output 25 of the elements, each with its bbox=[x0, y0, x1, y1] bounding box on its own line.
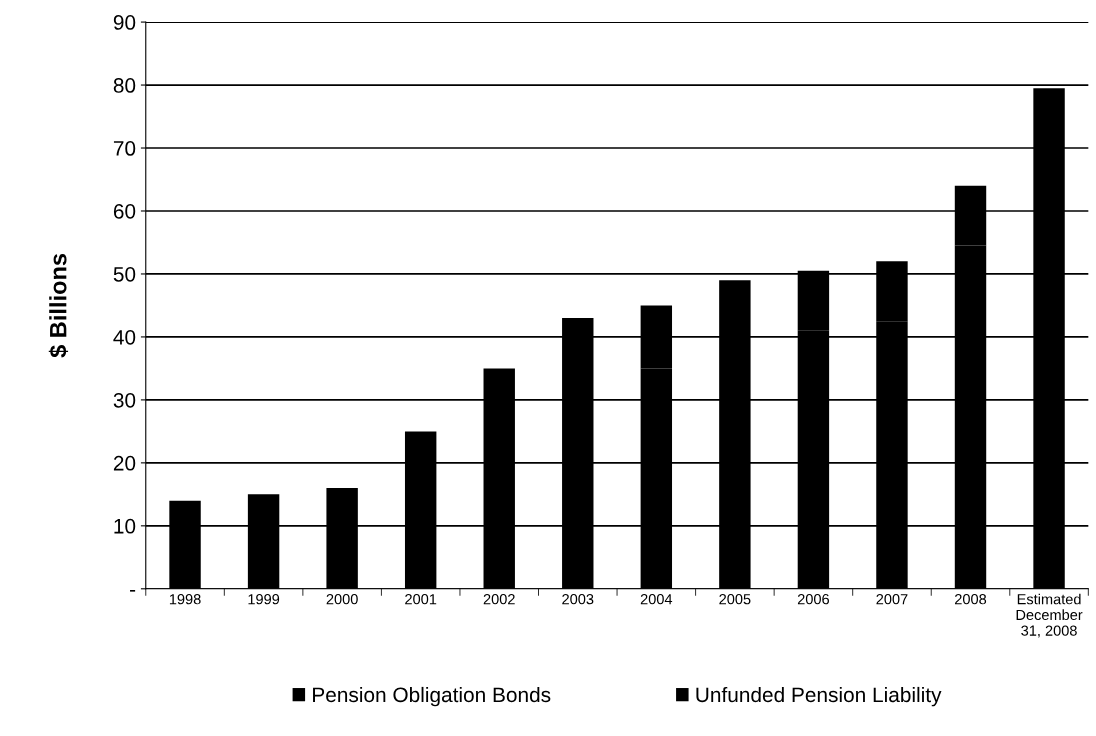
x-tick-label: 2008 bbox=[955, 594, 987, 605]
x-tick-label: 2003 bbox=[562, 594, 594, 605]
y-tick-label: 90 bbox=[113, 15, 136, 30]
y-tick-label: 60 bbox=[113, 203, 136, 219]
x-tick-label: 1998 bbox=[169, 594, 201, 605]
x-tick-label: 2002 bbox=[483, 594, 515, 605]
y-tick-label: 30 bbox=[113, 392, 136, 408]
y-tick-label: - bbox=[130, 590, 136, 592]
y-tick-label: 70 bbox=[113, 141, 136, 156]
y-tick-label: 80 bbox=[113, 78, 136, 93]
y-tick-label: 10 bbox=[114, 518, 136, 534]
y-axis-title: $ Billions bbox=[48, 253, 69, 358]
legend-label: Unfunded Pension Liability bbox=[696, 686, 942, 707]
y-tick-label: 40 bbox=[113, 329, 136, 345]
x-tick-label: Estimated December 31, 2008 bbox=[1016, 593, 1083, 638]
x-tick-label: 2004 bbox=[640, 594, 673, 605]
y-tick-label: 20 bbox=[113, 455, 136, 471]
x-tick-label: 1999 bbox=[248, 594, 280, 605]
x-tick-label: 2000 bbox=[326, 594, 358, 605]
x-tick-label: 2007 bbox=[876, 594, 908, 605]
x-tick-label: 2001 bbox=[405, 594, 437, 605]
legend-label: Pension Obligation Bonds bbox=[313, 686, 551, 707]
y-tick-label: 50 bbox=[113, 266, 136, 282]
x-tick-label: 2005 bbox=[719, 594, 751, 605]
x-tick-label: 2006 bbox=[797, 594, 829, 605]
